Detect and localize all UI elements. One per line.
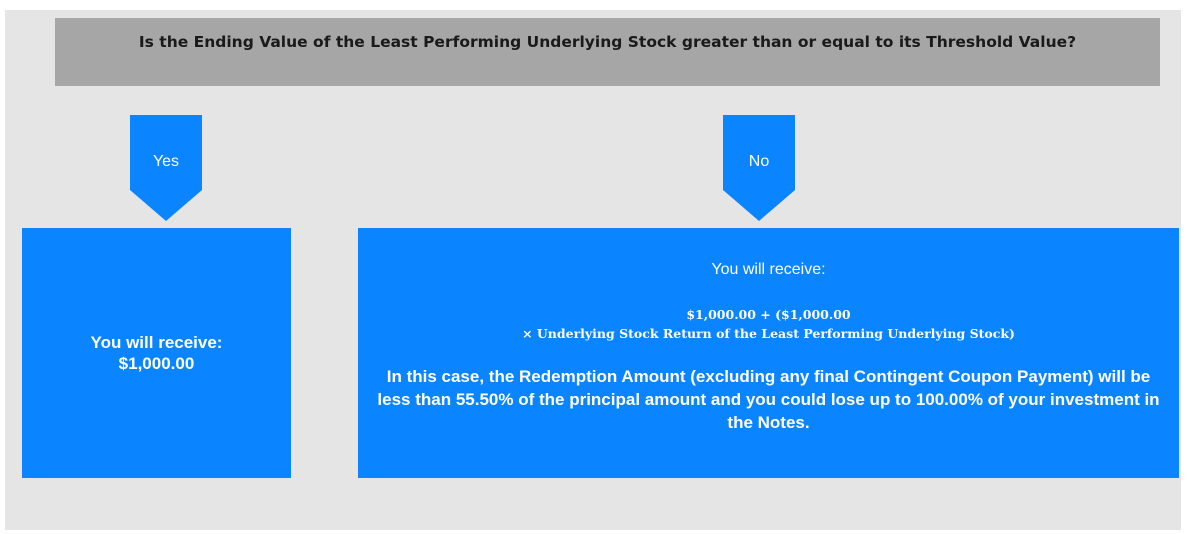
formula-line: $1,000.00 + ($1,000.00 bbox=[686, 307, 851, 322]
no-outcome: You will receive: $1,000.00 + ($1,000.00… bbox=[358, 228, 1179, 478]
formula-line: × Underlying Stock Return of the Least P… bbox=[522, 326, 1015, 341]
arrow-shape bbox=[130, 115, 202, 221]
no-arrow: No bbox=[723, 115, 795, 226]
question-bar: Is the Ending Value of the Least Perform… bbox=[55, 18, 1160, 86]
outcome-note: In this case, the Redemption Amount (exc… bbox=[377, 367, 1160, 432]
yes-arrow: Yes bbox=[130, 115, 202, 226]
outcome-intro: You will receive: bbox=[711, 261, 826, 278]
arrow-shape bbox=[723, 115, 795, 221]
arrow-label: Yes bbox=[152, 153, 180, 170]
outcome-line: You will receive: bbox=[90, 333, 223, 352]
yes-outcome: You will receive: $1,000.00 bbox=[22, 228, 291, 478]
outcome-amount: $1,000.00 bbox=[118, 354, 195, 373]
arrow-label: No bbox=[748, 153, 770, 170]
formula: $1,000.00 + ($1,000.00 × Underlying Stoc… bbox=[358, 305, 1179, 343]
